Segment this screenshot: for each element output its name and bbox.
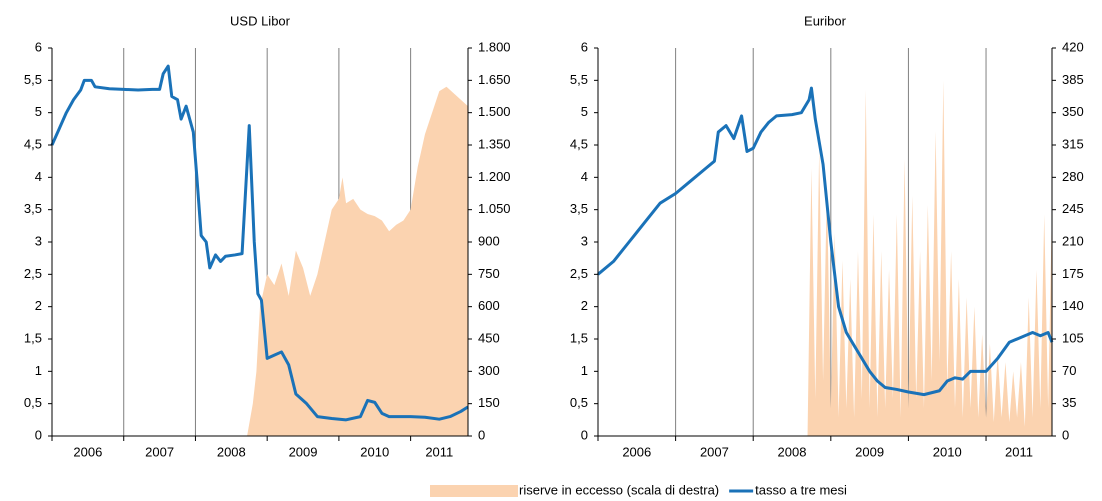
x-tick-label: 2009 xyxy=(855,444,884,459)
x-tick-label: 2007 xyxy=(700,444,729,459)
legend-swatch xyxy=(430,485,518,497)
x-tick-label: 2011 xyxy=(425,444,453,459)
y2-tick-label: 1.650 xyxy=(478,72,511,87)
y2-tick-label: 1.050 xyxy=(478,201,511,216)
y-tick-label: 0 xyxy=(581,427,588,442)
x-tick-label: 2010 xyxy=(360,444,389,459)
y2-tick-label: 1.800 xyxy=(478,39,511,54)
legend-label: tasso a tre mesi xyxy=(755,482,847,497)
x-tick-label: 2007 xyxy=(145,444,174,459)
y-tick-label: 0,5 xyxy=(570,395,588,410)
y-tick-label: 4 xyxy=(35,169,42,184)
y-tick-label: 2,5 xyxy=(570,266,588,281)
y2-tick-label: 1.350 xyxy=(478,136,511,151)
panel: USD Libor 2006 2007 2008 2009 2010 2011 0 0,5 1 1,… xyxy=(24,13,511,459)
y-tick-label: 1 xyxy=(35,363,42,378)
y2-tick-label: 150 xyxy=(478,395,500,410)
y-tick-label: 2,5 xyxy=(24,266,42,281)
y2-tick-label: 1.200 xyxy=(478,169,511,184)
y-tick-label: 5 xyxy=(581,104,588,119)
y-tick-label: 4,5 xyxy=(570,136,588,151)
y2-tick-label: 280 xyxy=(1062,169,1084,184)
y2-tick-label: 300 xyxy=(478,363,500,378)
x-tick-label: 2006 xyxy=(73,444,102,459)
x-tick-label: 2011 xyxy=(1005,444,1033,459)
y2-tick-label: 750 xyxy=(478,266,500,281)
y2-tick-label: 105 xyxy=(1062,330,1084,345)
line xyxy=(50,64,469,422)
x-tick-label: 2008 xyxy=(217,444,246,459)
y2-tick-label: 450 xyxy=(478,330,500,345)
y-tick-label: 4,5 xyxy=(24,136,42,151)
legend: riserve in eccesso (scala di destra) tass… xyxy=(430,482,847,497)
y2-tick-label: 600 xyxy=(478,298,500,313)
y-tick-label: 1,5 xyxy=(24,330,42,345)
y-tick-label: 5,5 xyxy=(570,72,588,87)
y2-tick-label: 0 xyxy=(478,427,485,442)
y-tick-label: 6 xyxy=(35,39,42,54)
panel: Euribor 2006 2007 2008 2009 2010 2011 0 0,5 1 1,5 2… xyxy=(570,13,1084,459)
y-tick-label: 3,5 xyxy=(570,201,588,216)
y-tick-label: 6 xyxy=(581,39,588,54)
y-tick-label: 2 xyxy=(35,298,42,313)
x-tick-label: 2010 xyxy=(933,444,962,459)
y2-tick-label: 70 xyxy=(1062,363,1076,378)
line xyxy=(597,86,1054,397)
x-tick-label: 2006 xyxy=(622,444,651,459)
x-tick-label: 2009 xyxy=(289,444,318,459)
y2-tick-label: 35 xyxy=(1062,395,1076,410)
panel-title: USD Libor xyxy=(230,13,291,28)
y2-tick-label: 900 xyxy=(478,233,500,248)
y-tick-label: 2 xyxy=(581,298,588,313)
y2-tick-label: 210 xyxy=(1062,233,1084,248)
y-tick-label: 0 xyxy=(35,427,42,442)
legend-label: riserve in eccesso (scala di destra) xyxy=(519,482,719,497)
y2-tick-label: 350 xyxy=(1062,104,1084,119)
y2-tick-label: 420 xyxy=(1062,39,1084,54)
y2-tick-label: 1.500 xyxy=(478,104,511,119)
area xyxy=(807,80,1052,436)
y-tick-label: 1,5 xyxy=(570,330,588,345)
y-tick-label: 5 xyxy=(35,104,42,119)
y-tick-label: 4 xyxy=(581,169,588,184)
y-tick-label: 3 xyxy=(581,233,588,248)
y-tick-label: 3,5 xyxy=(24,201,42,216)
y2-tick-label: 140 xyxy=(1062,298,1084,313)
x-tick-label: 2008 xyxy=(778,444,807,459)
y-tick-label: 5,5 xyxy=(24,72,42,87)
y-tick-label: 3 xyxy=(35,233,42,248)
y2-tick-label: 385 xyxy=(1062,72,1084,87)
y2-tick-label: 245 xyxy=(1062,201,1084,216)
y2-tick-label: 0 xyxy=(1062,427,1069,442)
y-tick-label: 1 xyxy=(581,363,588,378)
area xyxy=(247,86,468,437)
panel-title: Euribor xyxy=(804,13,847,28)
y2-tick-label: 175 xyxy=(1062,266,1084,281)
y2-tick-label: 315 xyxy=(1062,136,1084,151)
y-tick-label: 0,5 xyxy=(24,395,42,410)
